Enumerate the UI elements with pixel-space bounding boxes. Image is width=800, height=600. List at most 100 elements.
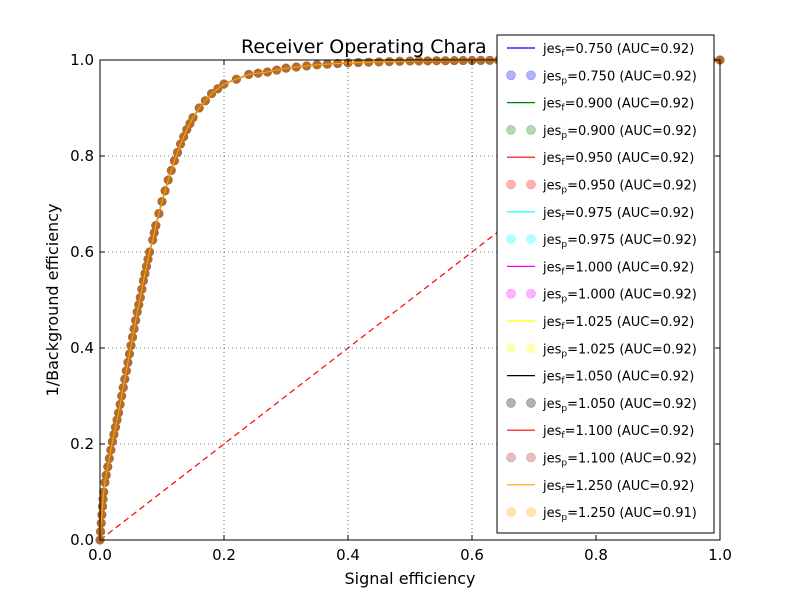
legend-entry: jesf=1.100 (AUC=0.92)	[507, 424, 694, 441]
legend-marker-swatch	[526, 507, 536, 517]
y-tick-label: 0.4	[70, 339, 94, 357]
legend-entry: jesf=1.250 (AUC=0.92)	[507, 479, 694, 496]
legend-label: jesp=1.250 (AUC=0.91)	[542, 506, 697, 523]
series-marker	[213, 84, 223, 94]
series-marker	[185, 119, 195, 129]
legend-label: jesp=1.050 (AUC=0.92)	[542, 397, 697, 414]
legend-entry: jesf=0.975 (AUC=0.92)	[507, 206, 694, 223]
series-marker	[440, 56, 450, 66]
series-marker	[384, 57, 394, 67]
series-marker	[194, 103, 204, 113]
series-marker	[163, 175, 173, 185]
legend-entry: jesp=1.250 (AUC=0.91)	[506, 506, 697, 523]
series-marker	[449, 56, 459, 66]
axis-ticks: 0.0 0.2 0.4 0.6 0.8 1.0 0.0 0.2 0.4 0.6 0.8 1.0	[70, 51, 732, 564]
series-marker	[137, 284, 147, 294]
legend-entry: jesf=0.900 (AUC=0.92)	[507, 97, 694, 114]
series-marker	[129, 324, 139, 334]
series-marker	[140, 269, 150, 279]
legend-entry: jesp=1.050 (AUC=0.92)	[506, 397, 697, 414]
legend-entry: jesp=0.975 (AUC=0.92)	[506, 233, 697, 250]
series-marker	[166, 165, 176, 175]
series-marker	[124, 349, 134, 359]
legend-marker-swatch	[506, 234, 516, 244]
legend-marker-swatch	[506, 398, 516, 408]
x-tick-label: 0.4	[336, 546, 360, 564]
legend-label: jesf=0.750 (AUC=0.92)	[542, 42, 694, 59]
legend-label: jesf=1.100 (AUC=0.92)	[542, 424, 694, 441]
legend-marker-swatch	[506, 507, 516, 517]
legend-marker-swatch	[526, 452, 536, 463]
legend-marker-swatch	[506, 343, 516, 354]
legend-label: jesp=1.000 (AUC=0.92)	[542, 288, 697, 305]
legend-entry: jesf=1.050 (AUC=0.92)	[507, 370, 694, 387]
x-tick-label: 0.0	[88, 546, 112, 564]
series-marker	[169, 156, 179, 166]
series-marker	[142, 261, 152, 271]
legend-marker-swatch	[526, 125, 536, 135]
legend-label: jesf=1.025 (AUC=0.92)	[542, 315, 694, 332]
legend-label: jesp=0.950 (AUC=0.92)	[542, 179, 697, 196]
legend-marker-swatch	[526, 70, 536, 81]
series-marker	[120, 374, 130, 384]
series-marker	[157, 197, 167, 207]
legend-marker-swatch	[506, 288, 516, 299]
y-tick-label: 0.8	[70, 147, 94, 165]
legend-marker-swatch	[526, 234, 536, 244]
series-marker	[333, 59, 343, 69]
series-marker	[109, 429, 119, 439]
legend-entry: jesf=1.000 (AUC=0.92)	[507, 260, 694, 277]
legend-marker-swatch	[506, 452, 516, 463]
series-marker	[103, 462, 113, 472]
series-marker	[302, 61, 312, 71]
series-marker	[432, 56, 442, 66]
series-marker	[207, 89, 217, 99]
legend-label: jesf=0.950 (AUC=0.92)	[542, 151, 694, 168]
series-marker	[219, 79, 229, 89]
legend-entry: jesp=1.100 (AUC=0.92)	[506, 452, 697, 469]
series-marker	[154, 209, 164, 219]
series-marker	[99, 487, 109, 497]
series-marker	[148, 235, 158, 245]
series-marker	[312, 60, 322, 70]
legend-marker-swatch	[526, 288, 536, 299]
series-marker	[423, 56, 433, 66]
legend-label: jesp=0.750 (AUC=0.92)	[542, 69, 697, 86]
series-marker	[176, 139, 186, 149]
series-marker	[244, 69, 254, 79]
series-marker	[101, 470, 111, 480]
series-marker	[117, 391, 127, 401]
series-16	[99, 59, 720, 541]
legend-entry: jesf=1.025 (AUC=0.92)	[507, 315, 694, 332]
series-marker	[182, 125, 192, 135]
series-marker	[112, 415, 122, 425]
legend-marker-swatch	[506, 125, 516, 135]
legend-label: jesf=0.975 (AUC=0.92)	[542, 206, 694, 223]
y-tick-label: 0.6	[70, 243, 94, 261]
legend-entry: jesp=0.900 (AUC=0.92)	[506, 124, 697, 141]
y-tick-label: 0.0	[70, 531, 94, 549]
series-marker	[131, 315, 141, 325]
series-marker	[291, 62, 301, 72]
legend-label: jesp=0.975 (AUC=0.92)	[542, 233, 697, 250]
x-tick-label: 0.8	[584, 546, 608, 564]
legend-label: jesp=1.100 (AUC=0.92)	[542, 452, 697, 469]
series-marker	[106, 445, 116, 455]
series-marker	[96, 518, 106, 528]
x-axis-label: Signal efficiency	[344, 569, 475, 588]
series-marker	[132, 307, 142, 317]
series-marker	[364, 57, 374, 67]
series-marker	[231, 74, 241, 84]
series-marker	[128, 332, 138, 342]
series-marker	[179, 132, 189, 142]
legend-entry: jesp=1.000 (AUC=0.92)	[506, 288, 697, 305]
legend-entry: jesp=1.025 (AUC=0.92)	[506, 342, 697, 359]
series-marker	[114, 408, 124, 418]
series-marker	[107, 437, 117, 447]
series-marker	[253, 68, 263, 78]
legend-marker-swatch	[526, 179, 536, 190]
legend-entry: jesf=0.750 (AUC=0.92)	[507, 42, 694, 59]
series-marker	[272, 65, 282, 75]
series-marker	[395, 56, 405, 66]
